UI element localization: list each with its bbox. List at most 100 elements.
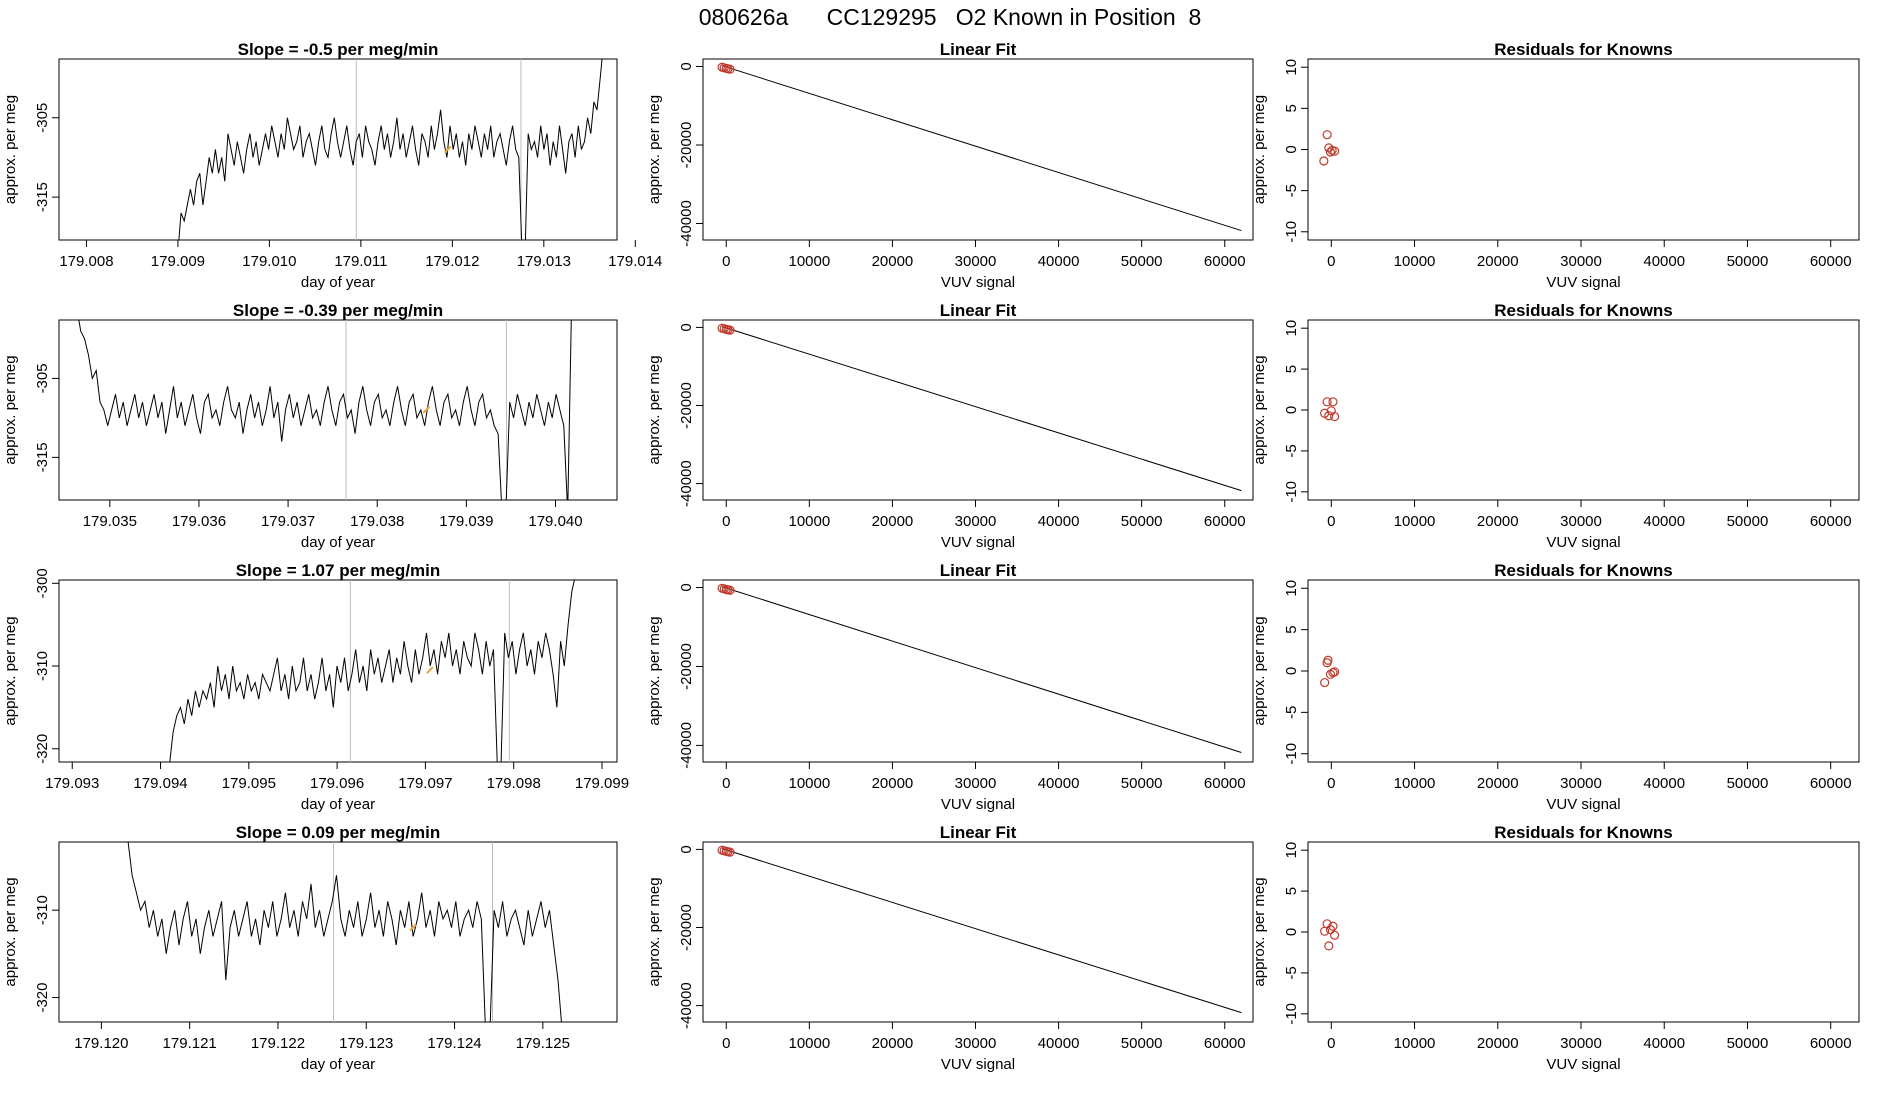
x-tick-label: 30000 (1560, 775, 1602, 792)
x-tick-label: 0 (1327, 775, 1335, 792)
plot-frame (58, 841, 618, 1023)
x-axis-label: VUV signal (1546, 534, 1620, 551)
x-tick-label: 50000 (1121, 513, 1163, 530)
data-trace (127, 842, 562, 1022)
plot-area (127, 842, 562, 1022)
data-trace (169, 580, 575, 762)
plot-area (717, 323, 1242, 492)
y-axis-label: approx. per meg (2, 616, 19, 725)
chart-panel: Residuals for Knowns VUV signal approx. pe… (1251, 823, 1860, 1073)
x-tick-label: 0 (722, 775, 730, 792)
x-tick-label: 179.124 (427, 1035, 481, 1052)
x-tick-label: 10000 (1394, 775, 1436, 792)
x-tick-label: 179.009 (151, 253, 205, 270)
x-tick-label: 50000 (1727, 1035, 1769, 1052)
y-axis-label: approx. per meg (646, 95, 663, 204)
chart-title: Residuals for Knowns (1494, 40, 1673, 59)
y-tick-label: 0 (678, 583, 695, 591)
x-tick-label: 179.035 (83, 513, 137, 530)
x-tick-label: 179.097 (398, 775, 452, 792)
x-axis-label: VUV signal (941, 796, 1015, 813)
fit-line (721, 65, 1242, 232)
y-tick-label: 5 (1283, 887, 1300, 895)
y-tick-label: -10 (1283, 743, 1300, 765)
x-tick-label: 10000 (1394, 513, 1436, 530)
chart-title: Linear Fit (940, 823, 1017, 842)
x-tick-label: 30000 (1560, 513, 1602, 530)
chart-panel: Slope = -0.39 per meg/min day of year appr… (2, 301, 618, 551)
x-tick-label: 0 (722, 513, 730, 530)
plot-area (178, 59, 603, 240)
y-axis-label: approx. per meg (646, 877, 663, 986)
data-point (1330, 667, 1340, 677)
x-tick-label: 179.013 (517, 253, 571, 270)
plot-area (1320, 919, 1340, 951)
y-tick-label: 5 (1283, 104, 1300, 112)
chart-title: Linear Fit (940, 301, 1017, 320)
x-tick-label: 60000 (1810, 1035, 1852, 1052)
x-tick-label: 30000 (955, 1035, 997, 1052)
highlight-marker (409, 923, 417, 932)
y-tick-label: -5 (1283, 444, 1300, 457)
x-tick-label: 50000 (1727, 253, 1769, 270)
y-axis-label: approx. per meg (1251, 355, 1268, 464)
plot-frame (58, 579, 618, 763)
x-tick-label: 179.099 (575, 775, 629, 792)
data-point (725, 847, 735, 857)
x-tick-label: 179.040 (528, 513, 582, 530)
y-tick-label: 0 (1283, 406, 1300, 414)
chart-panel: Slope = -0.5 per meg/min day of year appro… (2, 40, 662, 291)
chart-panel: Residuals for Knowns VUV signal approx. pe… (1251, 40, 1860, 291)
fit-line (721, 586, 1242, 754)
x-tick-label: 20000 (872, 253, 914, 270)
x-tick-label: 179.008 (59, 253, 113, 270)
x-tick-label: 179.039 (439, 513, 493, 530)
y-axis-label: approx. per meg (2, 95, 19, 204)
y-tick-label: -315 (34, 442, 51, 472)
chart-panel: Slope = 1.07 per meg/min day of year appro… (2, 561, 629, 813)
chart-panel: Linear Fit VUV signal approx. per meg 0 1000… (646, 40, 1254, 291)
y-axis-label: approx. per meg (1251, 877, 1268, 986)
x-tick-label: 20000 (1477, 1035, 1519, 1052)
x-axis-label: day of year (301, 534, 375, 551)
y-axis-label: approx. per meg (646, 616, 663, 725)
y-tick-label: -20000 (678, 382, 695, 429)
x-tick-label: 60000 (1810, 253, 1852, 270)
x-tick-label: 10000 (1394, 1035, 1436, 1052)
chart-panel: Slope = 0.09 per meg/min day of year appro… (2, 823, 618, 1073)
plot-frame (702, 579, 1254, 763)
data-point (1324, 411, 1334, 421)
x-tick-label: 40000 (1038, 513, 1080, 530)
x-tick-label: 179.012 (425, 253, 479, 270)
highlight-marker (422, 406, 430, 414)
x-axis-label: day of year (301, 274, 375, 291)
y-tick-label: 0 (678, 845, 695, 853)
chart-title: Slope = 0.09 per meg/min (236, 823, 441, 842)
x-tick-label: 30000 (955, 775, 997, 792)
data-point (1324, 941, 1334, 951)
data-point (1322, 397, 1332, 407)
plot-frame (702, 58, 1254, 241)
x-tick-label: 179.096 (310, 775, 364, 792)
data-point (1319, 156, 1329, 166)
x-axis-label: VUV signal (1546, 1056, 1620, 1073)
x-axis-label: day of year (301, 796, 375, 813)
plot-area (78, 320, 572, 500)
y-axis-label: approx. per meg (1251, 95, 1268, 204)
x-tick-label: 50000 (1121, 253, 1163, 270)
x-tick-label: 50000 (1727, 775, 1769, 792)
x-tick-label: 50000 (1121, 1035, 1163, 1052)
plot-frame (1307, 579, 1860, 763)
y-tick-label: -20000 (678, 904, 695, 951)
x-tick-label: 179.120 (74, 1035, 128, 1052)
x-tick-label: 40000 (1038, 253, 1080, 270)
x-tick-label: 179.010 (242, 253, 296, 270)
x-tick-label: 179.123 (339, 1035, 393, 1052)
x-tick-label: 30000 (955, 513, 997, 530)
data-point (725, 585, 735, 595)
y-tick-label: -5 (1283, 706, 1300, 719)
plot-area (1320, 397, 1340, 422)
y-tick-label: 0 (1283, 145, 1300, 153)
y-tick-label: -5 (1283, 184, 1300, 197)
